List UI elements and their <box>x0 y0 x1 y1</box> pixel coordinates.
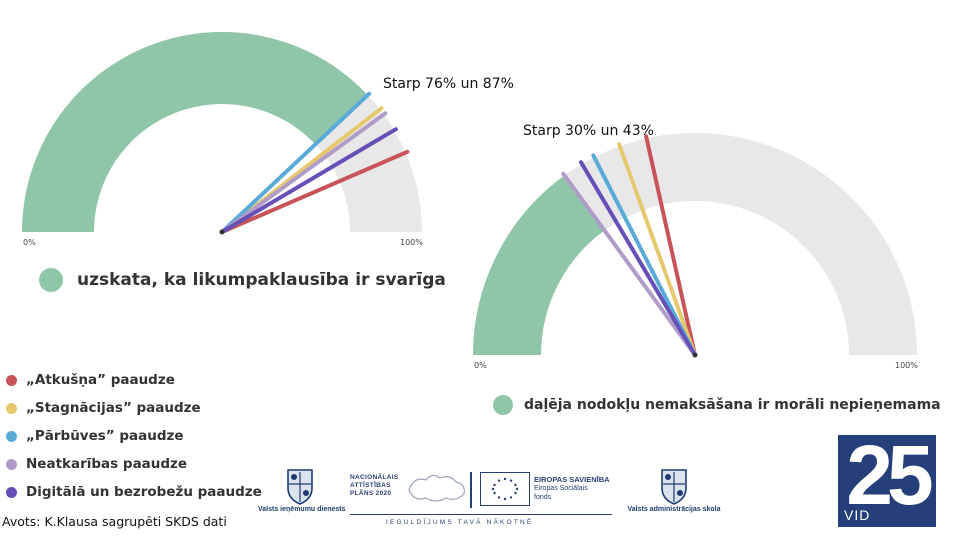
latvia-map-icon <box>408 474 465 502</box>
gauge1-needle <box>220 91 372 234</box>
legend-item: „Atkušņa” paaudze <box>6 366 262 394</box>
legend-dot <box>6 374 17 386</box>
gauge2-annotation: Starp 30% un 43% <box>523 123 654 139</box>
legend-label: Neatkarības paaudze <box>26 456 188 472</box>
eu-fund-line: fonds <box>534 494 552 501</box>
gauge2-filled-arc <box>473 175 606 356</box>
vid-logo-block: Valsts ieņēmumu dienests <box>258 466 346 513</box>
school-logo-block: Valsts administrācijas skola <box>622 466 726 513</box>
gauge2-hub <box>692 352 698 358</box>
legend: „Atkušņa” paaudze „Stagnācijas” paaudze … <box>6 366 262 506</box>
vid25-number: 25 <box>846 428 933 522</box>
legend-item: „Pārbūves” paaudze <box>6 422 262 450</box>
legend-dot <box>6 430 17 442</box>
vid-caption: Valsts ieņēmumu dienests <box>258 506 346 513</box>
gauge1-title: uzskata, ka likumpaklausība ir svarīga <box>39 268 446 292</box>
vid25-text: VID <box>844 507 871 523</box>
eu-title: EIROPAS SAVIENĪBA <box>534 475 610 484</box>
vid25-logo: 25 VID <box>838 429 936 527</box>
source-note: Avots: K.Klausa sagrupēti SKDS dati <box>2 514 227 529</box>
eu-fund-line: Eiropas Sociālais <box>534 485 588 492</box>
legend-label: „Atkušņa” paaudze <box>26 372 175 388</box>
gauge2-axis-min: 0% <box>474 361 487 370</box>
legend-dot <box>6 458 17 470</box>
na-eu-logo: NACIONĀLAIS ATTĪSTĪBAS PLĀNS 2020 <box>350 468 612 528</box>
gauge1-needle <box>220 127 398 234</box>
gauge2-needle <box>617 142 697 357</box>
na-line: PLĀNS 2020 <box>350 490 392 497</box>
gauge1-filled-arc <box>22 32 368 233</box>
gauge1-axis-max: 100% <box>400 238 423 247</box>
legend-label: Digitālā un bezrobežu paaudze <box>26 484 262 500</box>
gauge2-title-text: daļēja nodokļu nemaksāšana ir morāli nep… <box>524 397 941 413</box>
eu-flag-icon <box>480 472 530 506</box>
tagline: IEGULDĪJUMS TAVĀ NĀKOTNĒ <box>386 519 534 526</box>
legend-dot <box>6 402 17 414</box>
gauge1-title-dot <box>39 268 63 292</box>
gauge1-axis-min: 0% <box>23 238 36 247</box>
legend-label: „Pārbūves” paaudze <box>26 428 184 444</box>
legend-label: „Stagnācijas” paaudze <box>26 400 201 416</box>
na-line: NACIONĀLAIS <box>350 474 399 481</box>
na-text: NACIONĀLAIS ATTĪSTĪBAS PLĀNS 2020 <box>350 474 398 498</box>
gauge2-title-dot <box>493 395 513 415</box>
gauge2-needle <box>591 153 697 357</box>
eu-text: EIROPAS SAVIENĪBA Eiropas Sociālais fond… <box>534 475 610 502</box>
gauge2-needle <box>644 134 697 357</box>
tagline-rule <box>350 514 612 515</box>
na-line: ATTĪSTĪBAS <box>350 482 391 489</box>
legend-item: „Stagnācijas” paaudze <box>6 394 262 422</box>
gauge1-hub <box>219 229 225 235</box>
coat-of-arms-icon <box>661 469 687 505</box>
legend-dot <box>6 486 17 498</box>
legend-item: Neatkarības paaudze <box>6 450 262 478</box>
gauge1-annotation: Starp 76% un 87% <box>383 76 514 92</box>
logo-separator <box>470 472 472 508</box>
gauge1-needle <box>220 111 388 234</box>
school-caption: Valsts administrācijas skola <box>627 506 721 513</box>
gauge1-needle <box>220 149 410 234</box>
gauge2-needle <box>578 160 697 357</box>
coat-of-arms-icon <box>287 469 313 505</box>
gauge2-needle <box>561 171 697 357</box>
gauge1-title-text: uzskata, ka likumpaklausība ir svarīga <box>77 270 446 290</box>
legend-item: Digitālā un bezrobežu paaudze <box>6 478 262 506</box>
gauge2-title: daļēja nodokļu nemaksāšana ir morāli nep… <box>493 395 941 415</box>
gauge2-axis-max: 100% <box>895 361 918 370</box>
